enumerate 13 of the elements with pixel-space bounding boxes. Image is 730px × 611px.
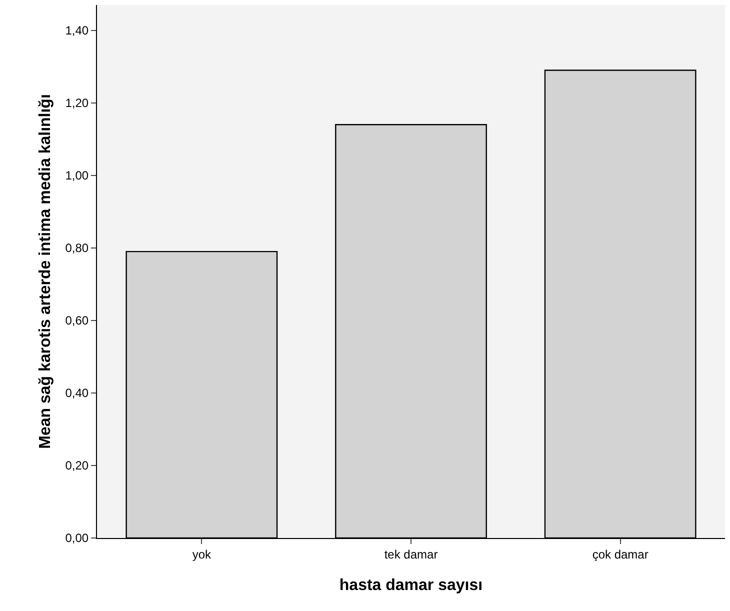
y-tick-label: 0,20 [65, 458, 89, 473]
y-tick-label: 0,80 [65, 241, 89, 256]
y-tick-label: 1,40 [65, 24, 89, 38]
x-axis-title: hasta damar sayısı [339, 577, 483, 594]
x-tick-label: çok damar [592, 547, 648, 562]
y-tick-label: 0,40 [65, 386, 89, 400]
y-tick-label: 0,60 [65, 314, 89, 328]
y-tick-label: 1,00 [65, 168, 89, 183]
x-tick-label: yok [192, 547, 212, 562]
y-tick-label: 0,00 [65, 531, 89, 546]
y-axis-title: Mean sağ karotis arterde intima media kalınlığı [37, 94, 54, 449]
x-tick-label: tek damar [384, 547, 438, 562]
y-tick-label: 1,20 [65, 96, 89, 110]
